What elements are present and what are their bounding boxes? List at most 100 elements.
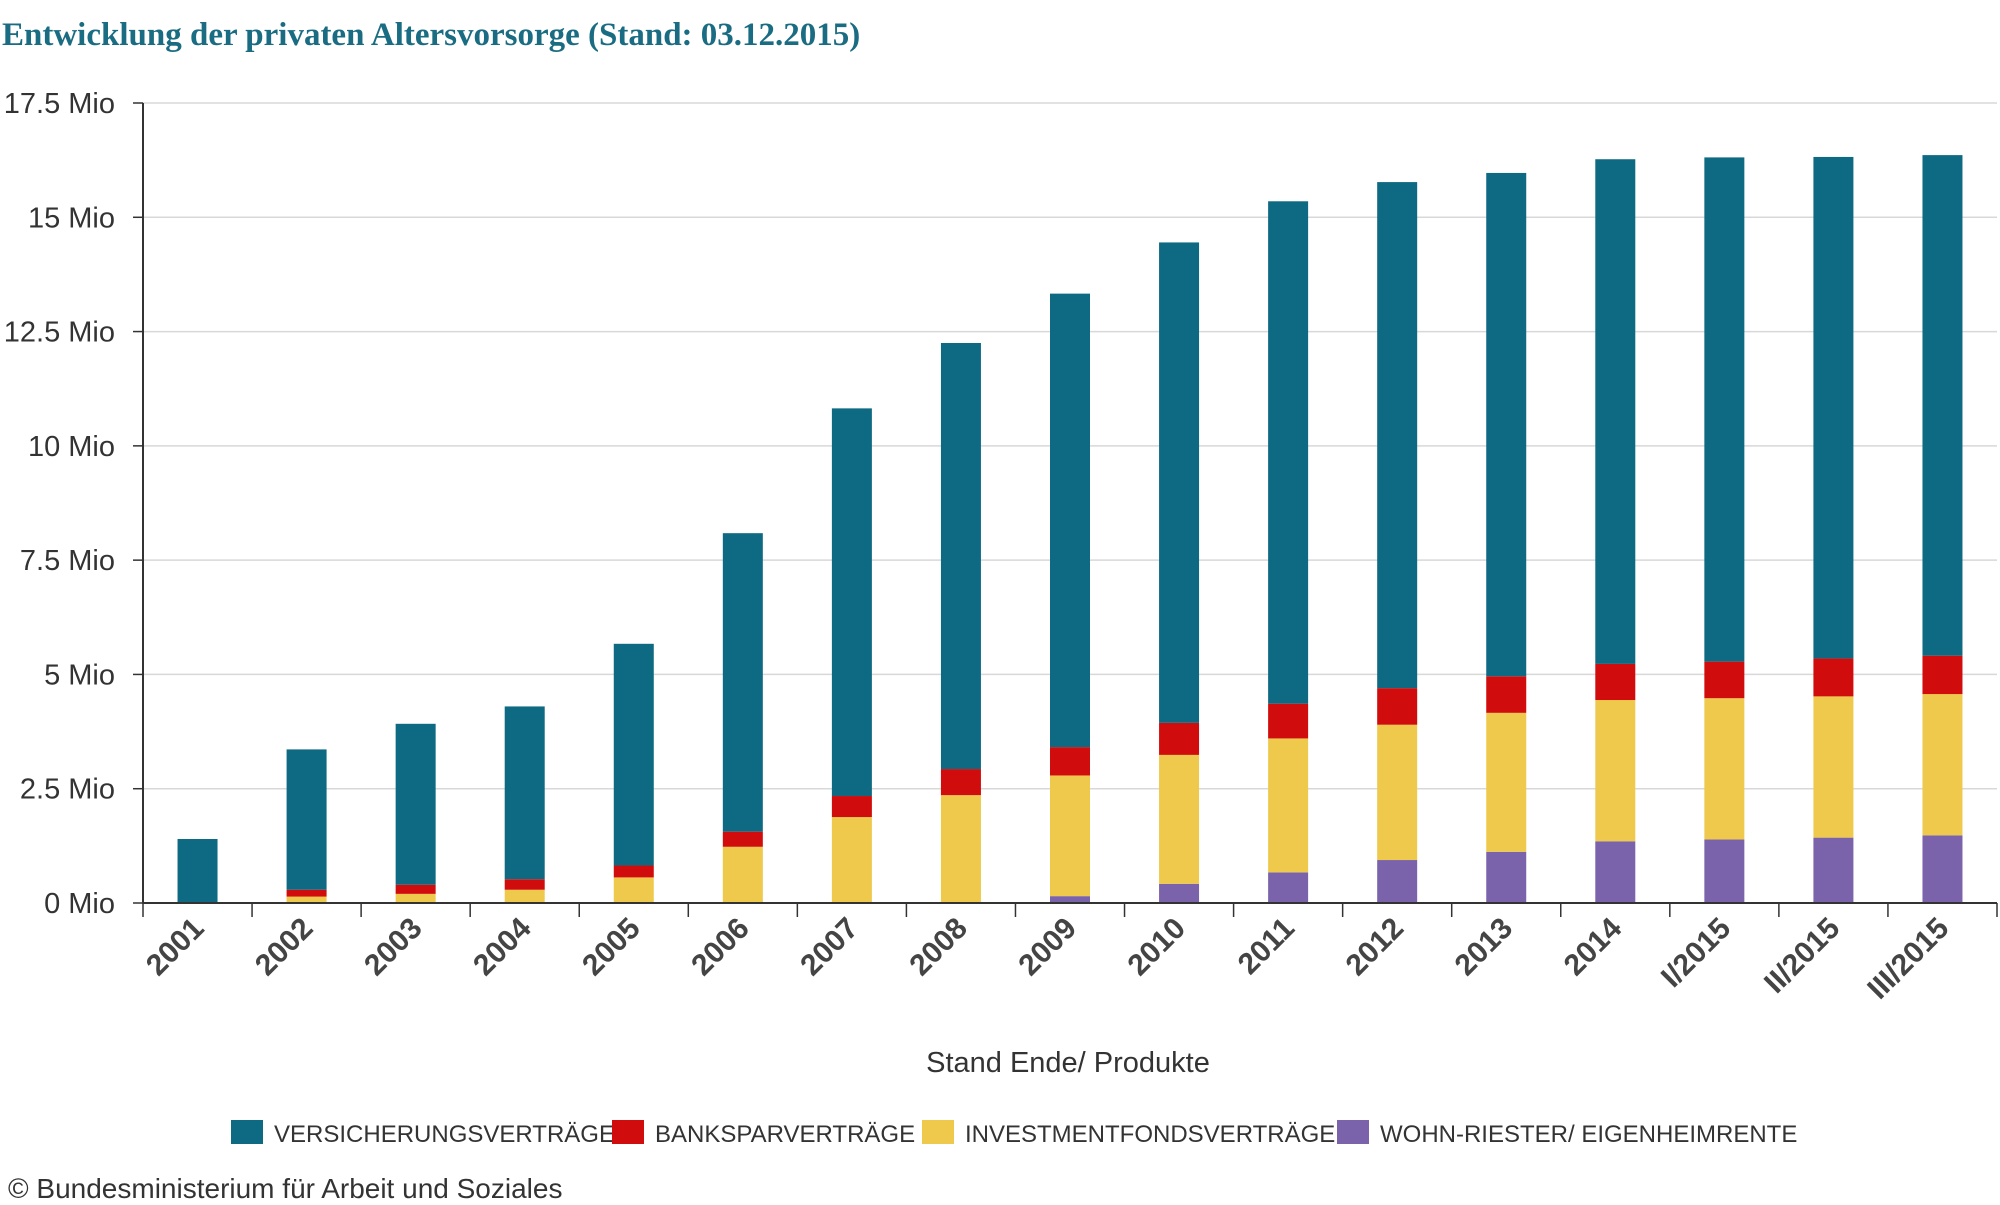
legend-label: BANKSPARVERTRÄGE xyxy=(655,1121,915,1148)
bar-segment xyxy=(1922,155,1963,656)
bar-segment xyxy=(613,865,654,878)
bar-segment xyxy=(1050,775,1090,897)
bar-segment xyxy=(1704,661,1745,699)
bar-segment xyxy=(286,749,327,890)
x-tick-label: II/2015 xyxy=(1758,912,1846,1000)
y-axis-tick-labels: 0 Mio 2.5 Mio 5 Mio 7.5 Mio 10 Mio 12.5 Mio 15… xyxy=(4,88,115,920)
bar-segment xyxy=(831,796,872,818)
x-tick-label: 2013 xyxy=(1449,912,1520,983)
bar-segment xyxy=(504,706,545,880)
bar-segment xyxy=(1377,688,1418,725)
bar-segment xyxy=(1922,655,1963,695)
bar-segment xyxy=(1159,754,1200,884)
legend-swatch xyxy=(612,1120,644,1144)
legend-item[interactable]: BANKSPARVERTRÄGE xyxy=(612,1120,915,1148)
y-tick-label: 10 Mio xyxy=(28,431,115,463)
y-tick-label: 17.5 Mio xyxy=(4,88,115,120)
legend-item[interactable]: WOHN-RIESTER/ EIGENHEIMRENTE xyxy=(1337,1120,1797,1148)
bar-segment xyxy=(1050,293,1090,748)
x-tick-label: 2009 xyxy=(1012,912,1083,983)
bar-segment xyxy=(1813,696,1854,838)
x-axis-label: Stand Ende/ Produkte xyxy=(926,1047,1210,1079)
bar-segment xyxy=(1595,700,1636,842)
x-tick-label: 2011 xyxy=(1232,912,1301,981)
bars xyxy=(177,155,1963,903)
bar-segment xyxy=(1922,694,1963,836)
y-tick-label: 5 Mio xyxy=(44,659,115,691)
bar-segment xyxy=(1595,663,1636,701)
copyright-text: © Bundesministerium für Arbeit und Sozia… xyxy=(8,1173,562,1200)
bar-segment xyxy=(177,839,218,903)
bar-segment xyxy=(395,884,436,894)
y-tick-label: 12.5 Mio xyxy=(4,317,115,349)
bar-segment xyxy=(504,879,545,890)
legend: VERSICHERUNGSVERTRÄGE BANKSPARVERTRÄGE INV… xyxy=(231,1120,1797,1148)
legend-swatch xyxy=(1337,1120,1369,1144)
x-tick-label: 2005 xyxy=(576,912,647,983)
x-tick-label: 2010 xyxy=(1121,912,1192,983)
x-tick-label: 2012 xyxy=(1340,912,1411,983)
x-tick-label: 2001 xyxy=(140,912,211,983)
bar-segment xyxy=(1159,883,1200,903)
bar-segment xyxy=(940,795,981,903)
bar-segment xyxy=(1704,839,1745,903)
bar-segment xyxy=(395,893,436,903)
bar-segment xyxy=(1704,698,1745,840)
x-tick-label: 2002 xyxy=(249,912,320,983)
bar-segment xyxy=(1595,159,1636,664)
bar-segment xyxy=(1159,242,1200,723)
bar-segment xyxy=(613,643,654,866)
bar-segment xyxy=(1813,156,1854,659)
legend-swatch xyxy=(922,1120,954,1144)
bar-segment xyxy=(940,769,981,796)
y-tick-label: 2.5 Mio xyxy=(20,774,115,806)
bar-segment xyxy=(722,846,763,903)
legend-item[interactable]: INVESTMENTFONDSVERTRÄGE xyxy=(922,1120,1335,1148)
bar-segment xyxy=(504,889,545,903)
x-tick-label: 2003 xyxy=(358,912,429,983)
legend-label: WOHN-RIESTER/ EIGENHEIMRENTE xyxy=(1380,1121,1797,1148)
x-tick-label: 2007 xyxy=(794,912,865,983)
bar-segment xyxy=(1268,872,1309,903)
y-tick-label: 0 Mio xyxy=(44,888,115,920)
bar-segment xyxy=(1050,747,1090,776)
bar-segment xyxy=(1486,712,1527,852)
x-tick-label: I/2015 xyxy=(1655,912,1737,994)
x-axis-tick-labels: 2001 2002 2003 2004 2005 2006 2007 2008 2009 2010… xyxy=(140,911,1955,1005)
bar-segment xyxy=(1486,676,1527,713)
bar-segment xyxy=(831,408,872,797)
bar-segment xyxy=(1595,841,1636,903)
x-tick-label: 2014 xyxy=(1558,911,1629,982)
chart-title: Entwicklung der privaten Altersvorsorge … xyxy=(2,17,860,53)
bar-segment xyxy=(722,831,763,847)
legend-label: INVESTMENTFONDSVERTRÄGE xyxy=(965,1121,1335,1148)
bar-segment xyxy=(1268,703,1309,739)
bar-segment xyxy=(1486,851,1527,903)
bar-segment xyxy=(1704,157,1745,662)
bar-segment xyxy=(722,533,763,832)
bar-segment xyxy=(613,877,654,903)
bar-segment xyxy=(940,343,981,770)
x-tick-label: III/2015 xyxy=(1861,912,1955,1006)
bar-segment xyxy=(1813,837,1854,903)
x-tick-label: 2004 xyxy=(467,911,538,982)
bar-segment xyxy=(286,896,327,903)
x-tick-label: 2008 xyxy=(903,912,974,983)
bar-segment xyxy=(1922,835,1963,903)
legend-item[interactable]: VERSICHERUNGSVERTRÄGE xyxy=(231,1120,615,1148)
bar-segment xyxy=(1050,896,1090,903)
bar-segment xyxy=(1813,658,1854,697)
bar-segment xyxy=(286,889,327,897)
bar-segment xyxy=(1377,724,1418,861)
y-tick-label: 7.5 Mio xyxy=(20,545,115,577)
bar-segment xyxy=(1486,172,1527,677)
bar-segment xyxy=(1377,182,1418,689)
x-tick-label: 2006 xyxy=(685,912,756,983)
bar-segment xyxy=(1377,860,1418,903)
bar-segment xyxy=(1159,722,1200,755)
bar-segment xyxy=(1268,201,1309,704)
bar-segment xyxy=(1268,738,1309,873)
bar-segment xyxy=(831,817,872,903)
